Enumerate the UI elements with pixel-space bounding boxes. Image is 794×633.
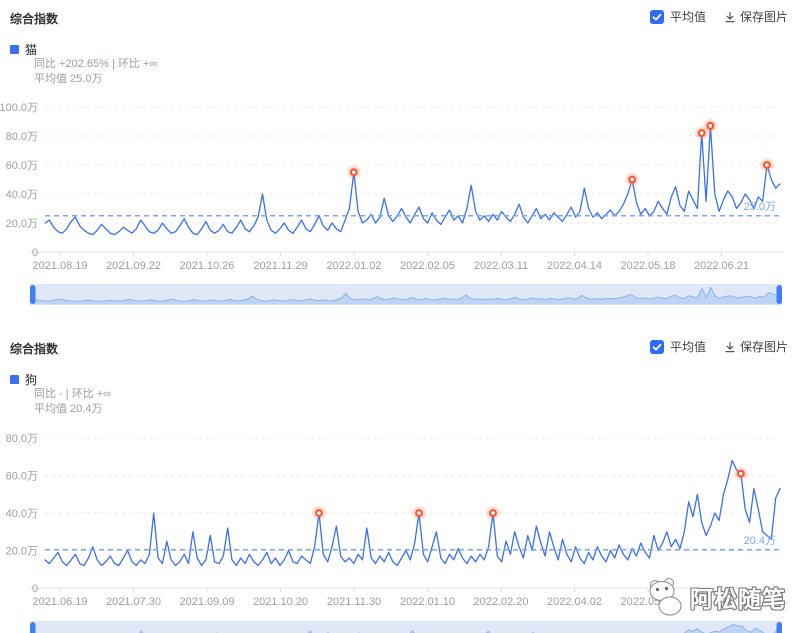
average-checkbox-label[interactable]: 平均值 — [669, 10, 706, 24]
x-axis-tick-label: 2021.07.30 — [106, 596, 161, 608]
watermark: 阿松随笔 — [644, 576, 786, 618]
legend: 猫 — [10, 41, 37, 58]
x-axis-tick-label: 2022.02.20 — [473, 596, 528, 608]
average-value-stat: 平均值 25.0万 — [34, 73, 103, 85]
x-axis-tick-label: 2021.09.22 — [106, 260, 161, 272]
x-axis-tick-label: 2022.06.21 — [694, 260, 749, 272]
x-axis-tick-label: 2022.01.10 — [400, 596, 455, 608]
yoy-mom-stat: 同比 +202.65% | 环比 +∞ — [34, 58, 158, 70]
x-axis-tick-label: 2021.06.19 — [32, 596, 87, 608]
check-icon — [652, 13, 662, 20]
date-range-brush[interactable] — [30, 620, 782, 633]
brush-selection — [30, 284, 782, 305]
series-line — [44, 125, 781, 236]
watermark-text: 阿松随笔 — [690, 586, 786, 612]
brush-handle-right[interactable] — [776, 622, 783, 633]
chart-title: 综合指数 — [10, 12, 59, 26]
average-line-value-label: 20.4万 — [744, 535, 776, 547]
peak-marker[interactable] — [763, 161, 771, 169]
x-axis-tick-label: 2022.03.11 — [474, 260, 528, 272]
brush-minimap-line — [30, 286, 782, 302]
composite-index-section-cat: 综合指数 平均值 保存图片 猫 同比 +202.65% | 环比 +∞ 平均值 … — [0, 0, 794, 312]
save-image-button[interactable]: 保存图片 — [739, 10, 788, 24]
peak-marker[interactable] — [349, 168, 358, 177]
x-axis-tick-label: 2021.10.26 — [179, 260, 234, 272]
x-axis-tick-label: 2021.09.09 — [179, 596, 234, 608]
peak-marker[interactable] — [415, 509, 423, 517]
peak-marker[interactable] — [489, 509, 497, 517]
legend: 狗 — [10, 371, 37, 388]
brush-handle-left[interactable] — [30, 622, 36, 633]
brush-track[interactable] — [30, 621, 782, 633]
brush-handle-left[interactable] — [30, 285, 36, 304]
composite-index-line-chart[interactable]: 0 20.0万 40.0万 60.0万 80.0万 100.0万 2021.08.19 202… — [0, 95, 794, 280]
peak-marker[interactable] — [697, 129, 706, 137]
y-axis-tick-label: 80.0万 — [6, 131, 38, 143]
save-image-button[interactable]: 保存图片 — [739, 340, 788, 354]
x-axis-tick-label: 2021.11.30 — [327, 596, 381, 608]
y-axis-tick-label: 0 — [32, 247, 38, 259]
check-icon — [652, 343, 662, 350]
y-axis-tick-label: 20.0万 — [6, 218, 38, 230]
peak-marker[interactable] — [706, 122, 715, 130]
x-axis-tick-label: 2021.10.20 — [253, 596, 308, 608]
average-value-stat: 平均值 20.4万 — [34, 403, 103, 415]
peak-marker[interactable] — [737, 469, 745, 478]
peak-marker[interactable] — [315, 509, 323, 517]
y-axis-tick-label: 20.0万 — [6, 546, 38, 558]
brush-handle-right[interactable] — [776, 285, 783, 304]
download-icon[interactable] — [724, 341, 736, 353]
average-line-value-label: 25.0万 — [744, 201, 776, 213]
average-checkbox-label[interactable]: 平均值 — [669, 340, 706, 354]
brush-minimap-area — [30, 287, 782, 305]
panda-logo-icon — [649, 578, 682, 616]
x-axis-tick-label: 2021.08.19 — [32, 260, 87, 272]
download-icon[interactable] — [724, 11, 736, 23]
x-axis-tick-label: 2022.01.02 — [326, 260, 381, 272]
average-checkbox[interactable] — [649, 9, 664, 24]
chart-controls: 平均值 保存图片 — [649, 8, 788, 25]
x-axis-tick-label: 2022.04.02 — [547, 596, 602, 608]
x-axis-tick-label: 2022.05.18 — [620, 260, 675, 272]
y-axis-tick-label: 40.0万 — [6, 189, 38, 201]
y-axis-tick-label: 40.0万 — [6, 508, 38, 520]
series-line — [44, 459, 781, 567]
brush-selection — [30, 621, 782, 633]
yoy-mom-stat: 同比 - | 环比 +∞ — [34, 388, 112, 400]
x-axis-tick-label: 2022.02.05 — [400, 260, 455, 272]
legend-swatch-icon — [10, 375, 19, 384]
y-axis-tick-label: 80.0万 — [6, 433, 38, 445]
date-range-brush[interactable] — [30, 283, 782, 306]
x-axis-tick-label: 2022.04.14 — [547, 260, 602, 272]
chart-controls: 平均值 保存图片 — [649, 338, 788, 355]
y-axis-tick-label: 0 — [32, 583, 38, 595]
legend-keyword: 猫 — [25, 43, 38, 57]
average-checkbox[interactable] — [649, 339, 664, 354]
brush-minimap-area — [139, 624, 782, 633]
y-axis-tick-label: 60.0万 — [6, 471, 38, 483]
composite-index-section-dog: 综合指数 平均值 保存图片 狗 同比 - | 环比 +∞ 平均值 20.4万 0… — [0, 330, 794, 633]
y-axis-tick-label: 60.0万 — [6, 160, 38, 172]
chart-title: 综合指数 — [10, 342, 59, 356]
x-axis-tick-label: 2021.11.29 — [253, 260, 307, 272]
legend-keyword: 狗 — [25, 373, 38, 387]
peak-marker[interactable] — [628, 175, 636, 184]
legend-swatch-icon — [10, 45, 19, 54]
y-axis-tick-label: 100.0万 — [0, 102, 38, 114]
